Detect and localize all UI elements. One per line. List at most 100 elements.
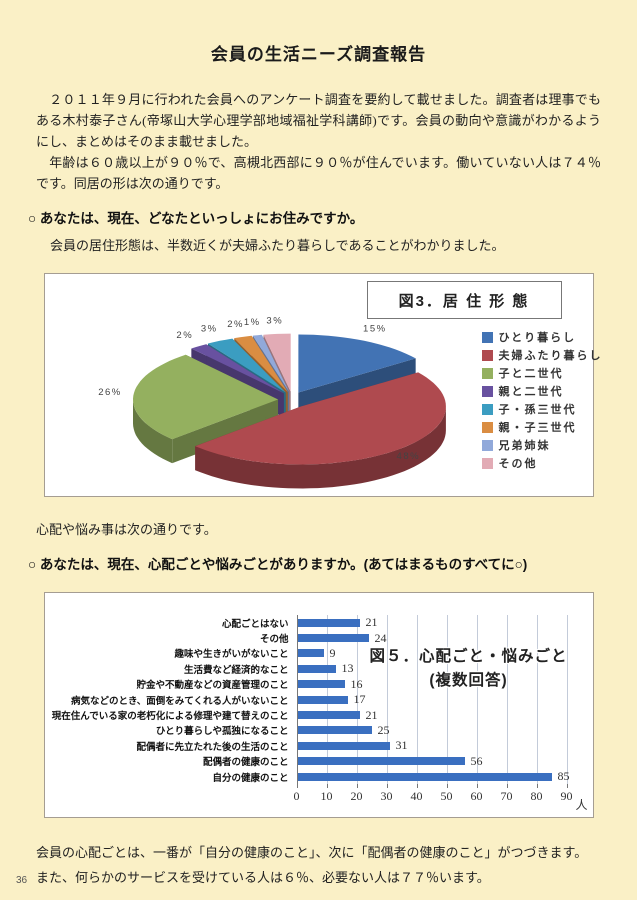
legend-color-swatch (481, 457, 493, 469)
legend-item: その他 (481, 454, 603, 472)
legend-color-swatch (481, 403, 493, 415)
figure5-title-line2: (複数回答) (429, 672, 508, 689)
figure5-panel: 心配ごとはない 21 その他 24 趣味や生きがいがないこと 9 生活費など経済的なこと 13… (43, 592, 594, 818)
bar-category-label: その他 (259, 634, 289, 646)
paragraph-demographics: 年齢は６０歳以上が９０％で、高槻北西部に９０％が住んでいます。働いていない人は７… (36, 155, 601, 191)
pie-chart: 3%1%2% 15%3%2%26%48% (98, 316, 446, 489)
bar-chart-row: 配偶者の健康のこと 56 (45, 753, 593, 770)
bar-category-label: 貯金や不動産などの資産管理のこと (136, 680, 289, 692)
bar-track: 17 (296, 691, 585, 708)
bar-chart-row: 貯金や不動産などの資産管理のこと 16 (45, 676, 593, 693)
legend-item: 親と二世代 (481, 382, 603, 400)
bar-track: 21 (296, 707, 585, 724)
figure3-title: 図3．居 住 形 態 (366, 281, 562, 319)
legend-color-swatch (481, 421, 493, 433)
pie-slice (190, 344, 284, 394)
pie-value-label: 26% (98, 387, 122, 398)
pie-slice (263, 333, 291, 392)
bar-category-label: 現在住んでいる家の老朽化による修理や建て替えのこと (51, 711, 289, 723)
legend-label: 兄弟姉妹 (498, 440, 551, 452)
x-axis-tick-label: 0 (293, 789, 300, 804)
legend-color-swatch (481, 349, 493, 361)
bar-category-label: 配偶者の健康のこと (202, 757, 289, 769)
pie-slice (252, 334, 289, 392)
pie-slice-side (132, 399, 172, 464)
bar (296, 726, 372, 735)
bar (296, 741, 390, 750)
bar-category-label: 心配ごとはない (221, 618, 289, 630)
pie-value-label: 48% (396, 451, 420, 462)
bar-category-label: ひとり暮らしや孤独になること (155, 726, 289, 738)
bar-chart-row: 生活費など経済的なこと 13 (45, 661, 593, 677)
bar-track: 9 (296, 645, 585, 662)
pie-legend: ひとり暮らし夫婦ふたり暮らし 子と二世代親と二世代子・孫三世代 親・子三世代 兄弟姉妹… (481, 328, 603, 472)
legend-color-swatch (481, 331, 493, 343)
page-number: 36 (16, 875, 28, 886)
bar-value-label: 21 (365, 615, 378, 630)
bar-track: 16 (296, 676, 585, 693)
bar-chart-row: ひとり暮らしや孤独になること 25 (45, 722, 593, 739)
bar-track: 85 (296, 768, 585, 785)
bar-track: 31 (296, 738, 585, 754)
bar-x-axis: 0 10 20 30 40 50 60 70 80 90 人 (293, 784, 588, 812)
bar-value-label: 16 (350, 676, 363, 691)
x-axis-tick-label: 10 (320, 789, 333, 804)
bar (296, 711, 360, 720)
bar-category-label: 病気などのとき、面倒をみてくれる人がいないこと (70, 695, 289, 707)
legend-item: 夫婦ふたり暮らし (481, 346, 603, 364)
worries-intro: 心配や悩み事は次の通りです。 (36, 522, 217, 537)
x-axis-tick-label: 50 (440, 789, 453, 804)
figure5-title-line1: 図５．心配ごと・悩みごと (369, 648, 568, 665)
legend-item: ひとり暮らし (481, 328, 603, 346)
x-axis-tick-label: 70 (500, 789, 513, 804)
bar (296, 757, 465, 766)
legend-label: ひとり暮らし (498, 332, 577, 344)
legend-color-swatch (481, 367, 493, 379)
bar-value-label: 17 (353, 692, 366, 707)
bar-category-label: 配偶者に先立たれた後の生活のこと (136, 741, 289, 753)
bar-value-label: 85 (557, 769, 570, 784)
legend-label: 親と二世代 (498, 386, 564, 398)
bar-chart: 心配ごとはない 21 その他 24 趣味や生きがいがないこと 9 生活費など経済的なこと 13… (45, 615, 593, 812)
bar-chart-row: 病気などのとき、面倒をみてくれる人がいないこと 17 (45, 691, 593, 708)
bar-chart-row: 配偶者に先立たれた後の生活のこと 31 (45, 738, 593, 754)
pie-value-label: 1% (243, 317, 260, 328)
bar-track: 25 (296, 722, 585, 739)
bar-chart-row: 現在住んでいる家の老朽化による修理や建て替えのこと 21 (45, 707, 593, 724)
legend-label: 親・子三世代 (498, 422, 577, 434)
legend-item: 親・子三世代 (481, 418, 603, 436)
conclusion-paragraph: 会員の心配ごとは、一番が「自分の健康のこと」、次に「配偶者の健康のこと」がつづき… (36, 840, 601, 890)
pie-value-label: 2% (227, 319, 244, 330)
pie-slice (132, 354, 278, 440)
bar-value-label: 13 (341, 661, 354, 676)
bar-chart-row: 心配ごとはない 21 (45, 615, 593, 631)
bar-track: 13 (296, 661, 585, 677)
bar-track: 24 (296, 630, 585, 647)
bar (296, 664, 336, 673)
legend-item: 子・孫三世代 (481, 400, 603, 418)
x-axis-tick-label: 80 (530, 789, 543, 804)
pie-value-label: 15% (363, 324, 387, 335)
bar-track: 21 (296, 615, 585, 631)
page-title: 会員の生活ニーズ調査報告 (210, 45, 427, 64)
legend-color-swatch (481, 385, 493, 397)
bar (296, 772, 552, 781)
legend-item: 子と二世代 (481, 364, 603, 382)
bar (296, 680, 345, 689)
x-axis-unit-label: 人 (575, 798, 588, 813)
conclusion-line1: 会員の心配ごとは、一番が「自分の健康のこと」、次に「配偶者の健康のこと」がつづき… (36, 845, 588, 860)
figure5-title: 図５．心配ごと・悩みごと (複数回答) (355, 645, 583, 693)
pie-slice (194, 372, 446, 465)
legend-item: 兄弟姉妹 (481, 436, 603, 454)
question2-heading: ○ あなたは、現在、心配ごとや悩みごとがありますか。(あてはまるものすべてに○) (28, 557, 528, 572)
x-axis-tick-label: 30 (380, 789, 393, 804)
bar-value-label: 25 (377, 722, 390, 737)
legend-label: 子・孫三世代 (498, 404, 577, 416)
paragraph-intro: ２０１１年９月に行われた会員へのアンケート調査を要約して載せました。調査者は理事… (36, 92, 601, 149)
x-axis-tick-label: 20 (350, 789, 363, 804)
bar-value-label: 24 (374, 630, 387, 645)
bar-chart-row: その他 24 (45, 630, 593, 647)
living-note: 会員の居住形態は、半数近くが夫婦ふたり暮らしであることがわかりました。 (50, 238, 505, 253)
bar (296, 618, 360, 627)
